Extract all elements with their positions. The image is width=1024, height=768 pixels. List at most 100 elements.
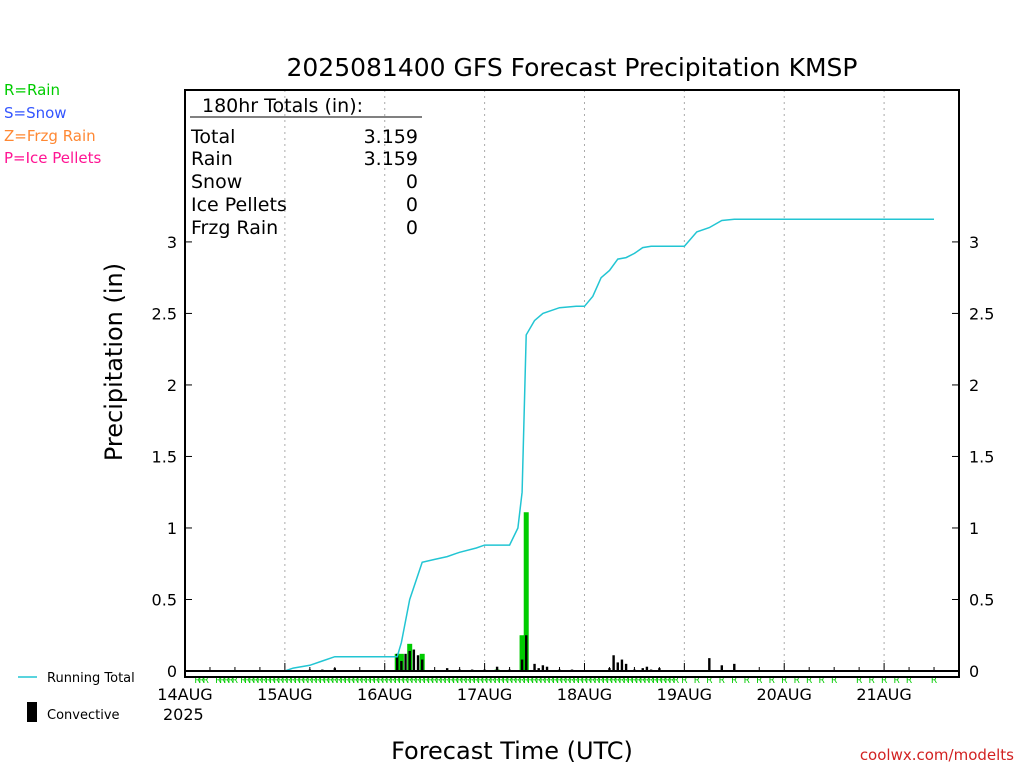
totals-value-frzg-rain: 0	[406, 217, 418, 239]
y-tick-label-right: 3	[969, 233, 979, 252]
precip-type-marker: R	[565, 676, 571, 686]
x-tick-label: 14AUG	[157, 685, 212, 704]
precip-type-marker: R	[486, 676, 492, 686]
precip-type-marker: R	[407, 676, 413, 686]
precip-type-marker: R	[531, 676, 537, 686]
plot-frame	[184, 89, 960, 678]
precip-type-marker: R	[390, 676, 396, 686]
precip-type-marker: R	[423, 676, 429, 686]
precip-type-marker: R	[781, 676, 787, 686]
precip-type-marker: R	[323, 676, 329, 686]
vertical-gridlines	[284, 90, 885, 671]
rain-bar	[519, 635, 525, 671]
precip-type-marker: R	[706, 676, 712, 686]
x-axis-label: Forecast Time (UTC)	[391, 737, 633, 765]
y-tick-label-right: 0.5	[969, 590, 994, 609]
convective-bar	[404, 653, 407, 671]
precip-type-marker: R	[457, 676, 463, 686]
y-tick-label: 3	[167, 233, 177, 252]
rain-bar	[523, 512, 529, 671]
totals-value-snow: 0	[406, 171, 418, 193]
precip-type-marker: R	[232, 676, 238, 686]
convective-bar	[416, 655, 420, 671]
precip-type-marker: R	[481, 676, 487, 686]
precip-type-marker: R	[311, 676, 317, 686]
x-tick-label: 16AUG	[357, 685, 412, 704]
precip-type-marker: R	[769, 676, 775, 686]
precip-type-marker: R	[548, 676, 554, 686]
precip-type-marker: R	[373, 676, 379, 686]
convective-bar	[708, 658, 711, 671]
precip-type-marker: R	[269, 676, 275, 686]
precip-type-marker: R	[228, 676, 234, 686]
precip-type-marker: R	[261, 676, 267, 686]
precip-type-marker: R	[265, 676, 271, 686]
convective-bar	[545, 666, 549, 671]
convective-bar	[541, 665, 545, 671]
precip-type-marker: R	[640, 676, 646, 686]
chart-title: 2025081400 GFS Forecast Precipitation KM…	[287, 53, 858, 82]
precip-type-marker: R	[402, 676, 408, 686]
precip-type-marker: R	[527, 676, 533, 686]
precip-type-marker: R	[594, 676, 600, 686]
precip-type-marker: R	[536, 676, 542, 686]
precip-type-marker: R	[298, 676, 304, 686]
precip-type-marker: R	[344, 676, 350, 686]
precip-type-marker: R	[627, 676, 633, 686]
x-tick-label: 17AUG	[457, 685, 512, 704]
y-tick-label: 1	[167, 519, 177, 538]
precip-type-marker: R	[544, 676, 550, 686]
precip-type-marker: R	[615, 676, 621, 686]
legend-frzg-rain: Z=Frzg Rain	[4, 127, 96, 145]
convective-bar	[620, 659, 624, 671]
precip-type-marker: R	[328, 676, 334, 686]
precip-type-marker: R	[573, 676, 579, 686]
legend-ice-pellets: P=Ice Pellets	[4, 149, 101, 167]
convective-bar	[400, 660, 403, 671]
precip-type-marker: R	[744, 676, 750, 686]
precip-type-marker: R	[294, 676, 300, 686]
convective-bar	[420, 659, 424, 671]
precip-type-marker: R	[681, 676, 687, 686]
totals-value-ice-pellets: 0	[406, 194, 418, 216]
precip-type-marker: R	[590, 676, 596, 686]
totals-value-rain: 3.159	[364, 148, 418, 170]
precip-type-marker: R	[199, 676, 205, 686]
precip-type-marker: R	[494, 676, 500, 686]
precip-type-marker: R	[694, 676, 700, 686]
precip-type-marker: R	[286, 676, 292, 686]
y-tick-label: 0	[167, 662, 177, 681]
totals-value-total: 3.159	[364, 126, 418, 148]
y-tick-label-right: 2	[969, 376, 979, 395]
convective-bar	[412, 649, 416, 671]
convective-bar	[495, 666, 499, 671]
precip-type-marker: R	[444, 676, 450, 686]
precip-type-marker: R	[506, 676, 512, 686]
precip-type-marker: R	[253, 676, 259, 686]
convective-bar	[525, 635, 528, 671]
convective-bar	[537, 668, 540, 671]
series-legend: Running Total Convective	[18, 671, 135, 723]
precip-type-marker: R	[581, 676, 587, 686]
precip-type-marker: R	[881, 676, 887, 686]
precip-type-marker: R	[656, 676, 662, 686]
precip-type-marker: R	[806, 676, 812, 686]
precip-type-marker: R	[552, 676, 558, 686]
precip-type-marker: R	[794, 676, 800, 686]
running-total-line	[185, 218, 934, 672]
precip-type-marker: R	[382, 676, 388, 686]
convective-bar	[396, 653, 399, 671]
precip-type-marker: R	[340, 676, 346, 686]
precip-type-marker: R	[361, 676, 367, 686]
precip-type-marker: R	[606, 676, 612, 686]
precip-type-marker: R	[248, 676, 254, 686]
precip-type-marker: R	[357, 676, 363, 686]
precip-type-marker: R	[398, 676, 404, 686]
convective-bar	[612, 655, 615, 671]
precip-type-marker: R	[644, 676, 650, 686]
y-tick-label: 1.5	[152, 447, 177, 466]
precip-type-marker: R	[893, 676, 899, 686]
y-tick-label: 0.5	[152, 590, 177, 609]
y-tick-label-right: 1.5	[969, 447, 994, 466]
legend-snow: S=Snow	[4, 104, 67, 122]
